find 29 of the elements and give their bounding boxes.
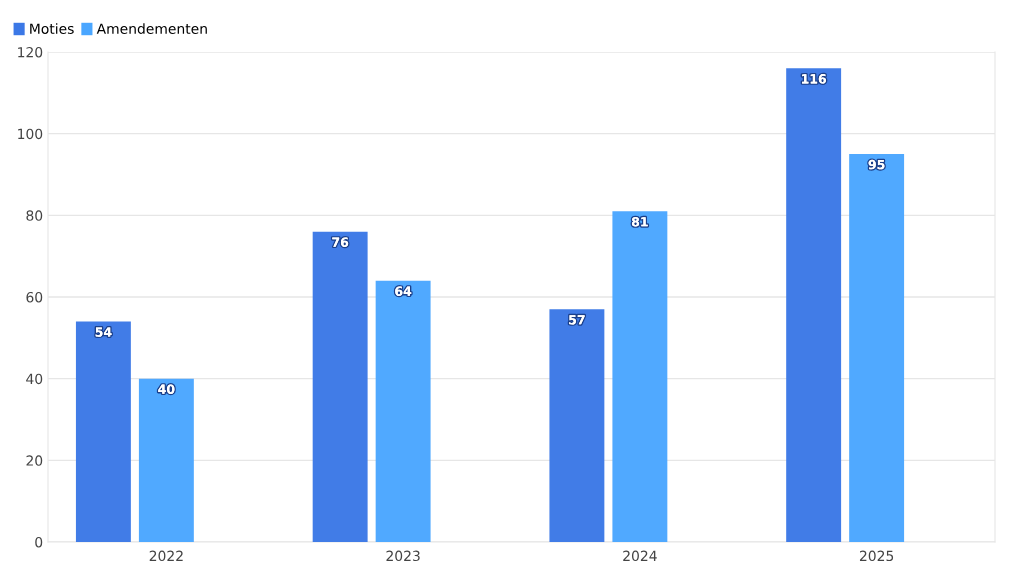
y-tick-label: 20 — [26, 455, 43, 466]
data-label: 57 — [569, 315, 585, 325]
legend-label: Moties — [30, 23, 74, 34]
bar — [312, 231, 368, 542]
legend-label: Amendementen — [96, 23, 207, 34]
x-tick-label: 2023 — [386, 550, 420, 562]
y-tick-label: 120 — [18, 46, 43, 58]
bar — [612, 211, 668, 542]
y-tick-label: 100 — [18, 128, 43, 140]
bar — [375, 280, 431, 542]
bar — [75, 321, 131, 542]
bar — [138, 378, 194, 542]
data-label: 40 — [158, 384, 175, 394]
data-label: 64 — [395, 286, 412, 296]
x-tick-label: 2022 — [149, 550, 183, 562]
bar — [849, 154, 905, 542]
x-tick-label: 2025 — [859, 550, 894, 562]
data-label: 81 — [631, 217, 648, 227]
y-tick-label: 40 — [26, 373, 43, 385]
bar — [549, 309, 605, 542]
data-label: 116 — [802, 74, 827, 84]
x-tick-label: 2024 — [623, 550, 657, 562]
data-label: 95 — [868, 159, 885, 170]
y-tick-label: 0 — [35, 536, 43, 548]
data-label: 76 — [332, 237, 349, 247]
bar — [786, 68, 842, 542]
y-tick-label: 60 — [26, 291, 43, 303]
y-tick-label: 80 — [26, 210, 43, 221]
data-label: 54 — [95, 327, 112, 337]
